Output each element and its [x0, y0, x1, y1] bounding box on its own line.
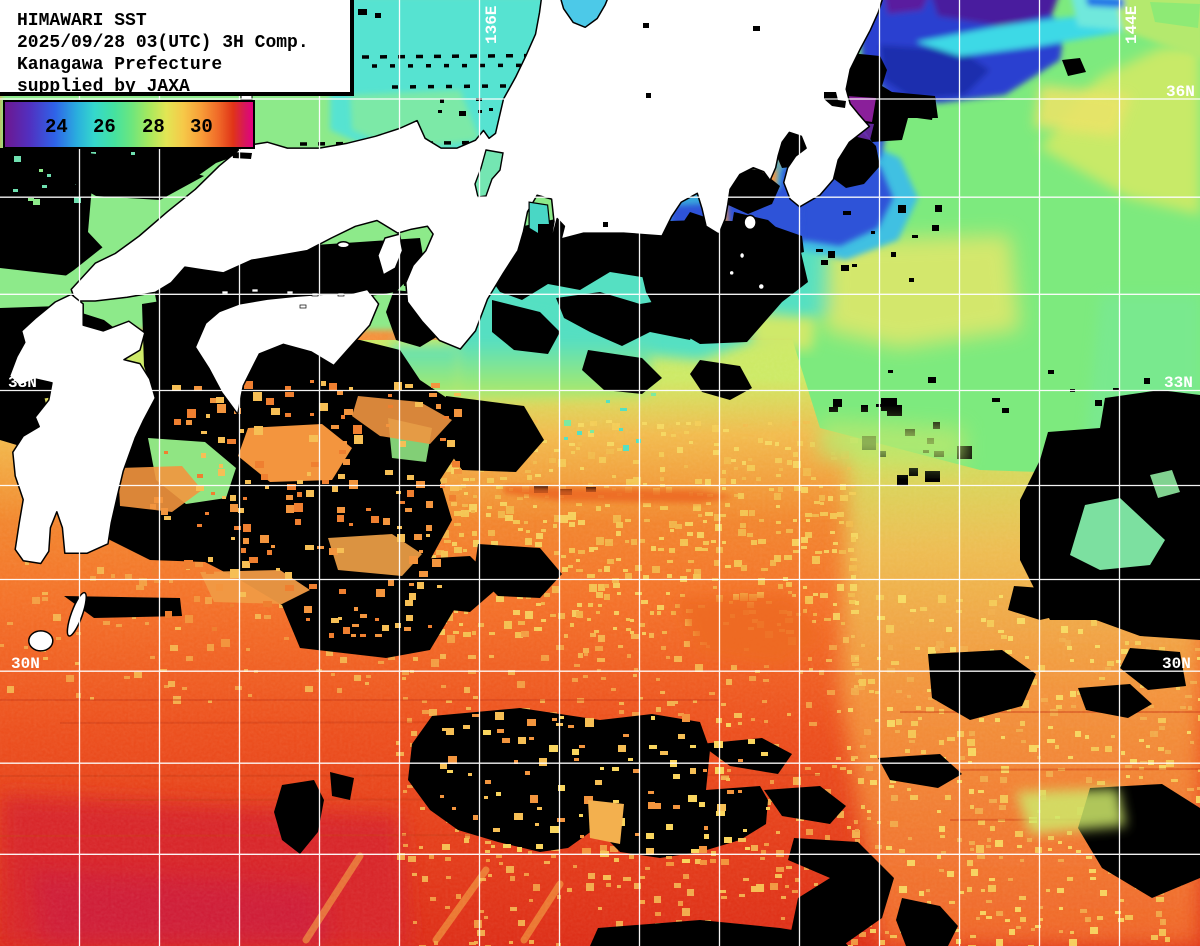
svg-text:HIMAWARI SST: HIMAWARI SST [17, 11, 147, 31]
svg-text:2025/09/28 03(UTC) 3H Comp.: 2025/09/28 03(UTC) 3H Comp. [17, 33, 309, 53]
svg-text:30N: 30N [11, 655, 40, 673]
svg-text:supplied by JAXA: supplied by JAXA [17, 77, 190, 97]
svg-text:24: 24 [45, 116, 68, 138]
svg-text:144E: 144E [1123, 6, 1141, 44]
svg-text:28: 28 [142, 116, 165, 138]
svg-text:30N: 30N [1162, 655, 1191, 673]
svg-text:36N: 36N [1166, 83, 1195, 101]
svg-text:33N: 33N [1164, 374, 1193, 392]
svg-text:Kanagawa Prefecture: Kanagawa Prefecture [17, 55, 222, 75]
svg-text:26: 26 [93, 116, 116, 138]
svg-text:30: 30 [190, 116, 213, 138]
svg-text:33N: 33N [8, 374, 37, 392]
svg-text:136E: 136E [483, 6, 501, 44]
